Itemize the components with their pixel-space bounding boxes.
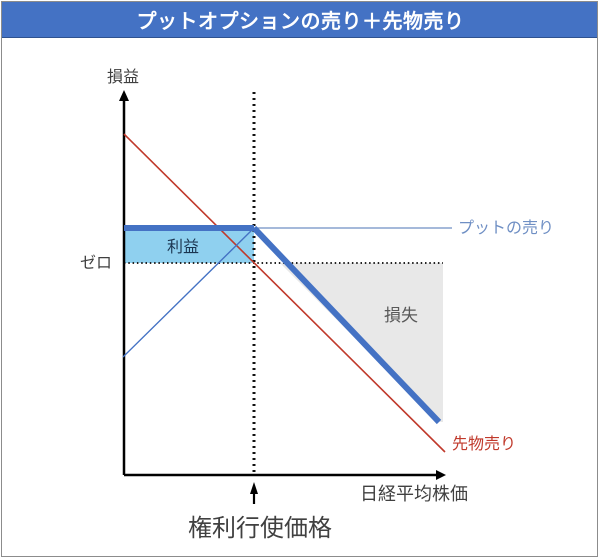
svg-text:権利行使価格: 権利行使価格 <box>188 515 332 542</box>
svg-text:損益: 損益 <box>107 68 139 86</box>
svg-text:プットの売り: プットの売り <box>458 219 554 237</box>
svg-text:ゼロ: ゼロ <box>80 254 112 272</box>
svg-text:利益: 利益 <box>167 238 199 256</box>
svg-text:先物売り: 先物売り <box>452 435 516 453</box>
svg-text:損失: 損失 <box>384 306 418 325</box>
svg-text:日経平均株価: 日経平均株価 <box>360 484 468 504</box>
